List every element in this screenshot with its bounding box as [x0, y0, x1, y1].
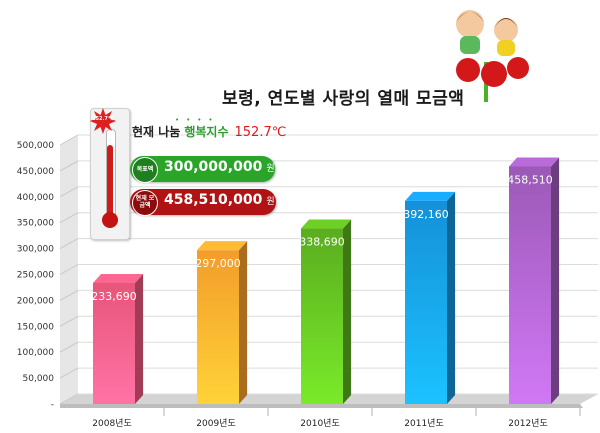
thermometer-fill	[107, 145, 113, 223]
status-prefix: 현재 나눔	[132, 125, 181, 139]
y-tick-label: -	[51, 400, 54, 410]
happiness-index-label: 행복지수	[184, 125, 229, 139]
bar-top	[93, 273, 144, 283]
bar-side	[135, 273, 144, 404]
grid-line-side	[59, 186, 79, 198]
current-amount-value: 458,510,000	[164, 192, 263, 208]
grid-line-side	[59, 160, 79, 172]
x-tick-label: 2011년도	[404, 418, 443, 429]
x-tick-label: 2010년도	[300, 418, 339, 429]
y-tick-label: 200,000	[17, 296, 54, 306]
x-tick-label: 2009년도	[196, 418, 235, 429]
bar-top	[509, 157, 560, 167]
x-tick-label: 2012년도	[508, 418, 547, 429]
mascot-illustration-icon	[456, 10, 529, 102]
chart-title: 보령, 연도별 사랑의 열매 모금액	[222, 89, 465, 109]
bar-data-label: 458,510	[507, 173, 553, 186]
bar-top	[197, 241, 248, 251]
emphasis-dots: ••••	[175, 116, 220, 124]
bar-data-label: 392,160	[403, 208, 449, 221]
bar-data-label: 233,690	[91, 290, 137, 303]
y-tick-label: 150,000	[17, 322, 54, 332]
bar	[93, 282, 135, 404]
grid-line-side	[59, 341, 79, 353]
y-tick-label: 400,000	[17, 193, 54, 203]
grid-line-side	[59, 393, 79, 405]
grid-line-side	[59, 212, 79, 224]
bar-side	[239, 241, 248, 404]
y-tick-label: 300,000	[17, 245, 54, 255]
y-tick-label: 500,000	[17, 141, 54, 151]
goal-amount-pill: 목표액 300,000,000 원	[130, 156, 275, 183]
goal-badge: 목표액	[132, 157, 158, 183]
bar	[509, 166, 551, 404]
goal-amount: 300,000,000 원	[164, 159, 275, 175]
happiness-index-row: 현재 나눔 행복지수 152.7℃	[132, 123, 286, 140]
temperature-burst-icon	[90, 108, 116, 134]
bar	[301, 228, 343, 404]
x-tick-label: 2008년도	[92, 418, 131, 429]
y-tick-label: 250,000	[17, 271, 54, 281]
grid-line-side	[59, 289, 79, 301]
thermometer-widget	[90, 108, 130, 240]
bar-side	[551, 157, 560, 404]
bar-data-label: 338,690	[299, 236, 345, 249]
y-tick-label: 350,000	[17, 219, 54, 229]
grid-line-side	[59, 134, 79, 146]
bar-side	[447, 191, 456, 404]
thermometer-badge-text: 152.7℃	[92, 116, 114, 122]
thermometer-bulb	[102, 212, 118, 228]
goal-amount-value: 300,000,000	[164, 159, 263, 175]
grid-line-side	[59, 315, 79, 327]
bar	[197, 250, 239, 404]
current-badge: 현재 모금액	[132, 190, 158, 216]
temperature-value: 152.7℃	[234, 125, 287, 140]
current-amount-pill: 현재 모금액 458,510,000 원	[130, 189, 276, 216]
bar-top	[405, 191, 456, 201]
goal-amount-unit: 원	[266, 164, 275, 174]
y-tick-label: 100,000	[17, 348, 54, 358]
grid-line-side	[59, 238, 79, 250]
y-tick-label: 450,000	[17, 167, 54, 177]
bar	[405, 200, 447, 404]
bar-top	[301, 219, 352, 229]
y-tick-label: 50,000	[23, 374, 55, 384]
bar-side	[343, 219, 352, 404]
bar-data-label: 297,000	[195, 257, 241, 270]
current-amount: 458,510,000 원	[164, 192, 275, 208]
floor-edge	[60, 404, 583, 408]
grid-line-side	[59, 264, 79, 275]
current-amount-unit: 원	[266, 197, 275, 207]
grid-line-side	[59, 367, 79, 379]
